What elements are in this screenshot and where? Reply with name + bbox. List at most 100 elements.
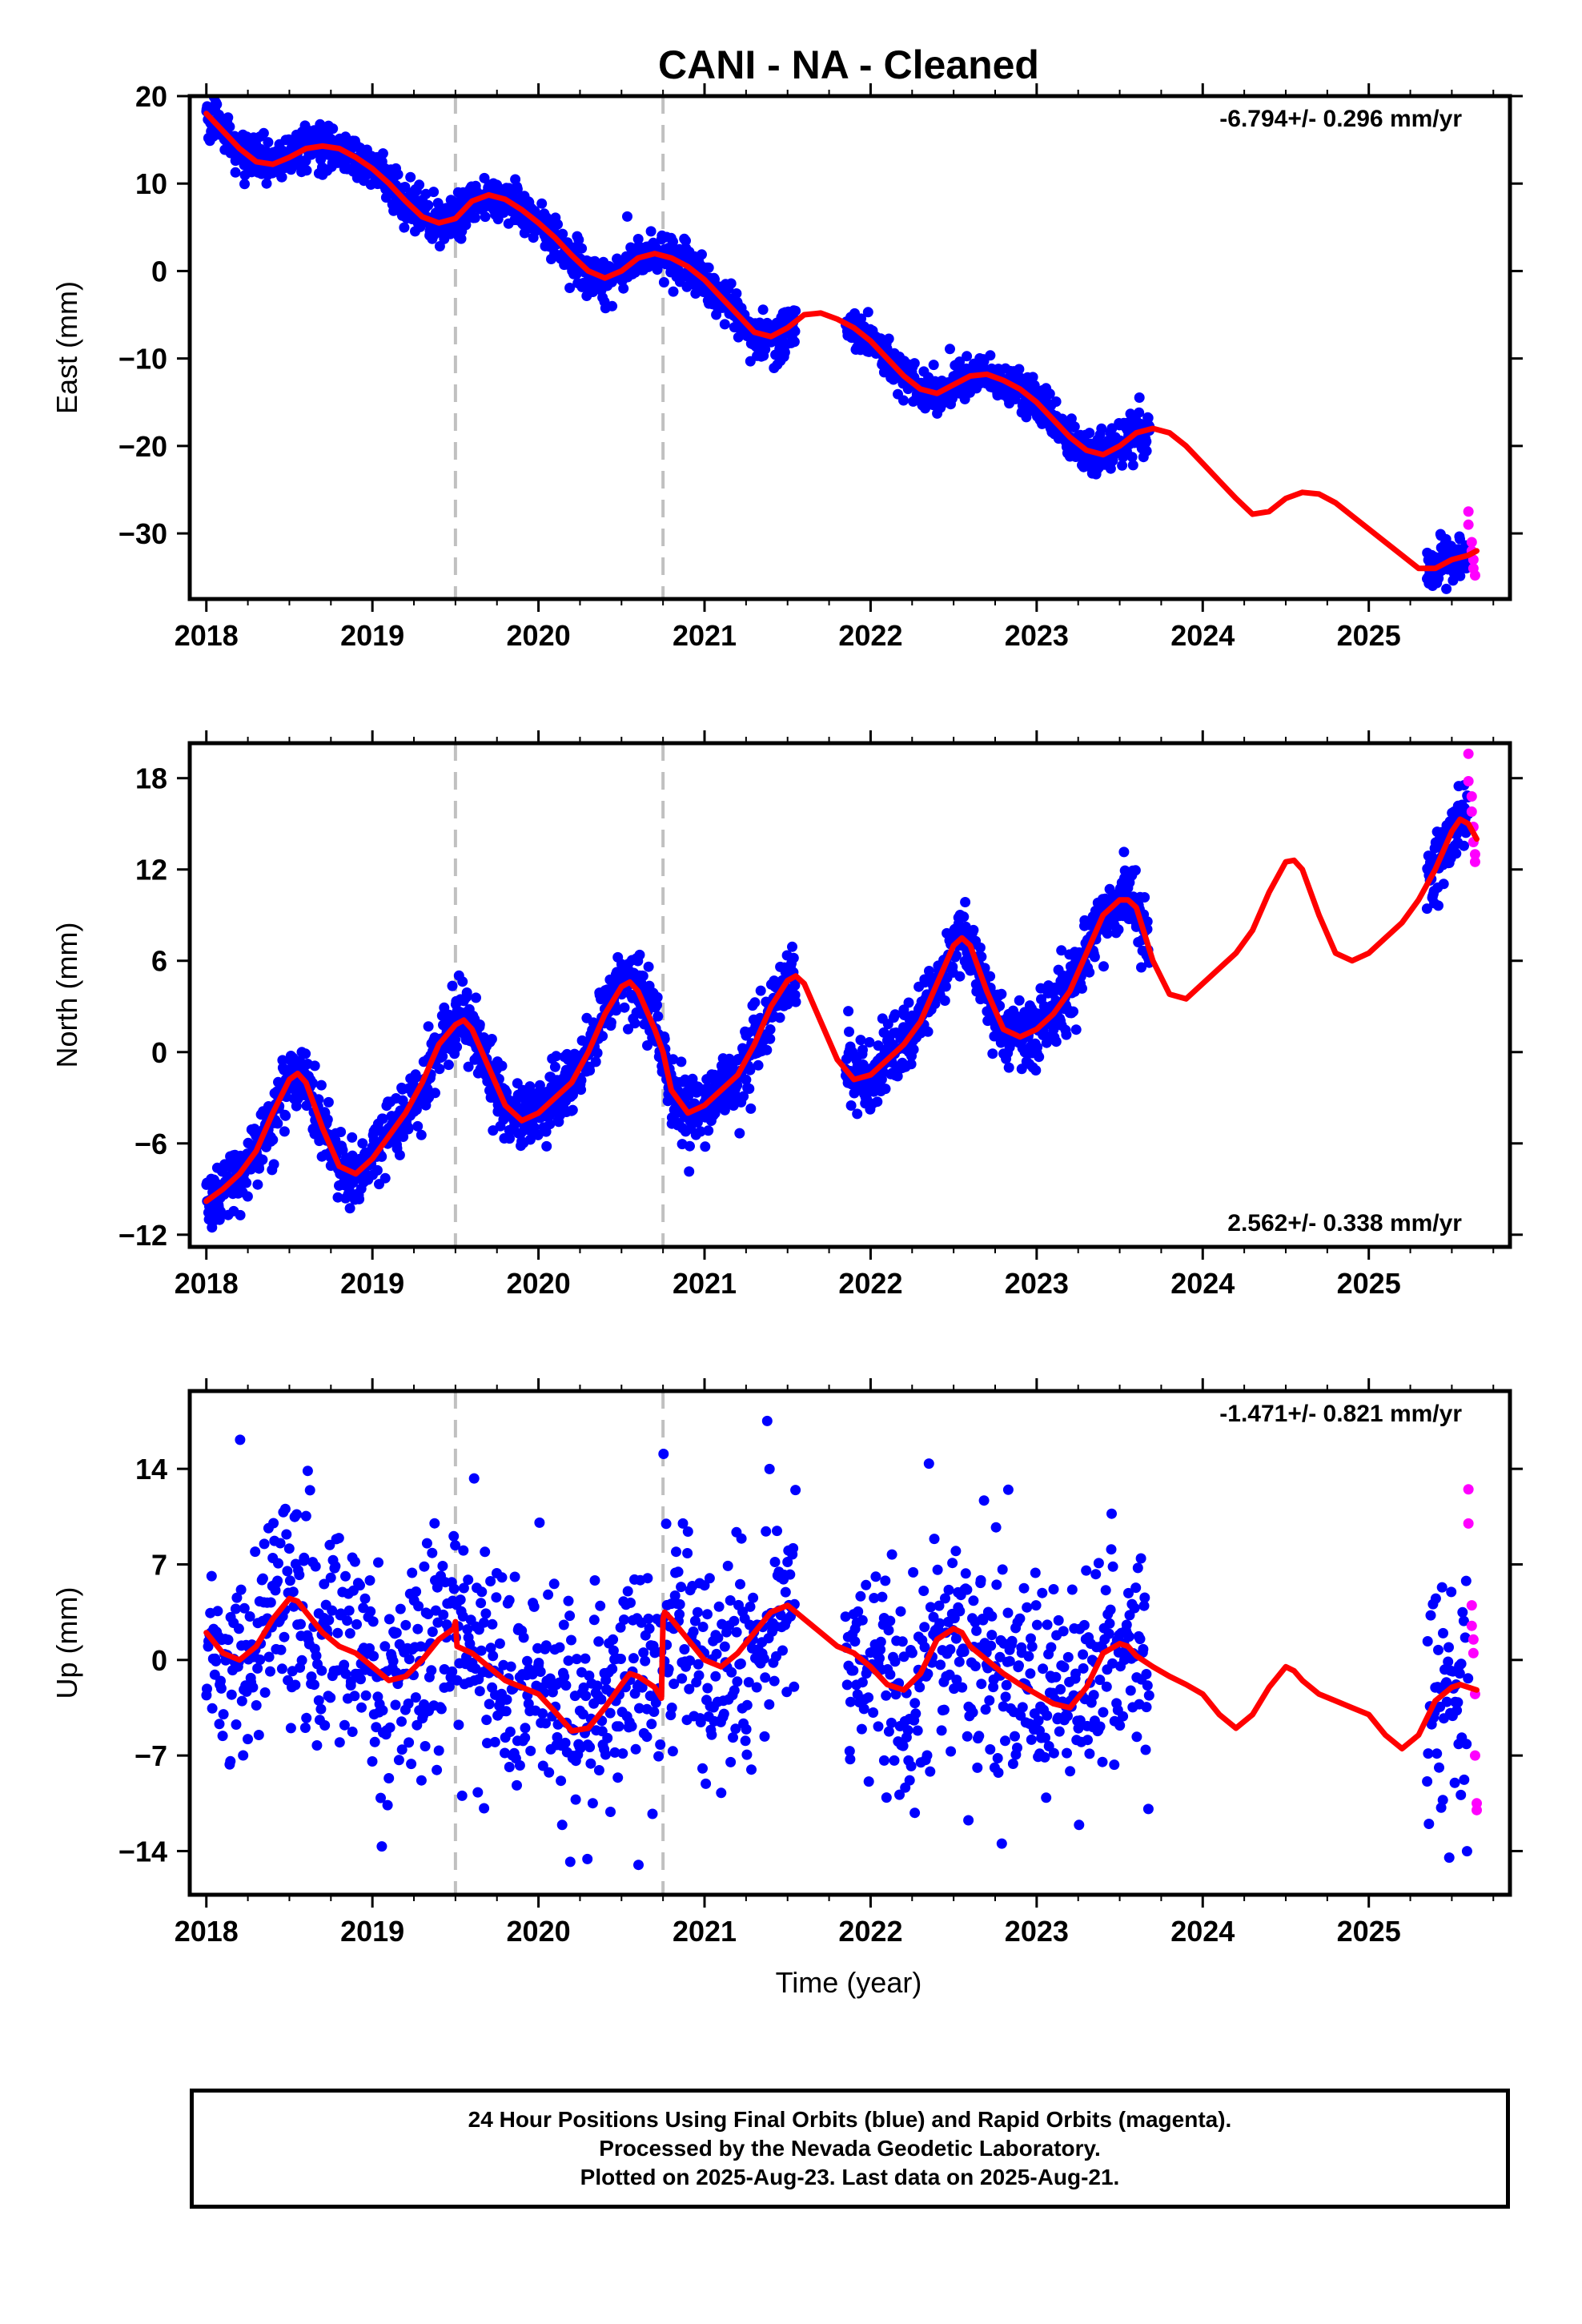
final-orbit-point xyxy=(226,1689,237,1700)
final-orbit-point xyxy=(1136,962,1146,973)
final-orbit-point xyxy=(730,1723,741,1735)
final-orbit-point xyxy=(628,1653,639,1664)
y-tick-label: −12 xyxy=(118,1219,167,1252)
final-orbit-point xyxy=(554,1642,565,1653)
final-orbit-point xyxy=(411,1072,422,1083)
final-orbit-point xyxy=(444,1681,455,1692)
final-orbit-point xyxy=(949,1683,960,1695)
final-orbit-point xyxy=(476,1598,487,1609)
final-orbit-point xyxy=(921,1750,933,1761)
final-orbit-point xyxy=(668,286,679,297)
final-orbit-point xyxy=(403,1124,414,1135)
final-orbit-point xyxy=(323,1096,334,1108)
final-orbit-point xyxy=(640,1655,651,1667)
final-orbit-point xyxy=(273,1558,283,1569)
final-orbit-point xyxy=(481,1715,492,1726)
final-orbit-point xyxy=(632,234,644,244)
final-orbit-point xyxy=(332,1192,343,1203)
final-orbit-point xyxy=(1084,967,1095,978)
final-orbit-point xyxy=(719,1641,730,1652)
axis-ticks: 2018 2019 2020 2021 2022 2023 2024 202520100−10… xyxy=(118,80,1523,652)
final-orbit-point xyxy=(844,1026,854,1037)
final-orbit-point xyxy=(997,1564,1008,1575)
final-orbit-point xyxy=(327,123,339,135)
final-orbit-point xyxy=(658,277,669,287)
final-orbit-point xyxy=(263,1651,275,1663)
final-orbit-point xyxy=(456,1790,468,1801)
final-orbit-point xyxy=(1134,392,1145,403)
final-orbit-point xyxy=(1050,396,1062,407)
rapid-orbit-point xyxy=(1463,748,1474,759)
final-orbit-point xyxy=(482,1738,492,1749)
final-orbit-point xyxy=(448,1583,460,1594)
final-orbit-point xyxy=(207,1703,218,1714)
final-orbit-point xyxy=(300,1048,311,1059)
final-orbit-point xyxy=(1139,892,1150,903)
final-orbit-point xyxy=(520,1723,531,1734)
final-orbit-point xyxy=(894,1789,905,1800)
final-orbit-point xyxy=(986,1640,997,1651)
final-orbit-point xyxy=(311,1740,323,1751)
final-orbit-point xyxy=(897,1636,908,1647)
x-tick-label: 2023 xyxy=(1005,1267,1069,1300)
final-orbit-point xyxy=(880,1575,891,1586)
final-orbit-point xyxy=(1122,417,1133,428)
final-orbit-point xyxy=(605,1807,616,1817)
final-orbit-point xyxy=(231,1592,243,1603)
final-orbit-point xyxy=(777,1645,788,1656)
final-orbit-point xyxy=(535,1667,546,1677)
final-orbit-point xyxy=(976,951,987,963)
final-orbit-point xyxy=(630,1743,641,1755)
model-line xyxy=(203,111,1480,572)
final-orbit-point xyxy=(611,1005,622,1016)
final-orbit-point xyxy=(856,1723,867,1735)
final-orbit-point xyxy=(332,1627,343,1638)
final-orbit-point xyxy=(447,1666,458,1677)
final-orbit-point xyxy=(975,1574,986,1586)
final-orbit-point xyxy=(487,1618,498,1630)
axes-box xyxy=(187,741,1512,1249)
final-orbit-point xyxy=(509,1571,520,1582)
final-orbit-point xyxy=(379,1641,391,1652)
final-orbit-point xyxy=(476,1645,487,1656)
final-orbit-point xyxy=(387,1655,399,1667)
final-orbit-point xyxy=(749,997,761,1008)
final-orbit-point xyxy=(367,1616,379,1627)
final-orbit-point xyxy=(563,1595,574,1606)
final-orbit-point xyxy=(607,300,618,312)
final-orbit-point xyxy=(300,1510,311,1522)
final-orbit-point xyxy=(788,952,799,963)
final-orbit-point xyxy=(407,1567,418,1578)
final-orbit-point xyxy=(474,1019,485,1030)
final-orbit-point xyxy=(1001,1679,1012,1691)
final-orbit-point xyxy=(281,1529,292,1540)
final-orbit-point xyxy=(914,1682,926,1693)
final-orbit-point xyxy=(384,1722,396,1733)
final-orbit-point xyxy=(319,1720,331,1731)
final-orbit-point xyxy=(455,1594,466,1606)
final-orbit-point xyxy=(845,1696,856,1707)
final-orbit-point xyxy=(457,1610,468,1622)
final-orbit-point xyxy=(239,1602,250,1614)
final-orbit-point xyxy=(1102,928,1113,939)
final-orbit-point xyxy=(991,1579,1002,1590)
final-orbit-point xyxy=(892,1071,903,1082)
final-orbit-point xyxy=(223,112,234,123)
final-orbit-point xyxy=(655,1739,666,1750)
final-orbit-point xyxy=(500,1706,512,1717)
final-orbit-point xyxy=(255,1655,266,1665)
final-orbit-point xyxy=(344,1628,355,1639)
final-orbit-point xyxy=(403,1698,414,1709)
final-orbit-point xyxy=(849,1636,861,1647)
final-orbit-point xyxy=(1077,983,1087,994)
final-orbit-point xyxy=(420,1741,431,1751)
final-orbit-point xyxy=(580,1653,591,1664)
final-orbit-point xyxy=(692,1606,703,1618)
final-orbit-point xyxy=(559,1671,570,1683)
final-orbit-point xyxy=(257,1154,268,1165)
final-orbit-point xyxy=(206,1570,217,1582)
final-orbit-point xyxy=(461,987,472,998)
final-orbit-point xyxy=(745,1601,756,1612)
final-orbit-point xyxy=(241,1177,252,1188)
x-tick-label: 2021 xyxy=(673,1267,737,1300)
